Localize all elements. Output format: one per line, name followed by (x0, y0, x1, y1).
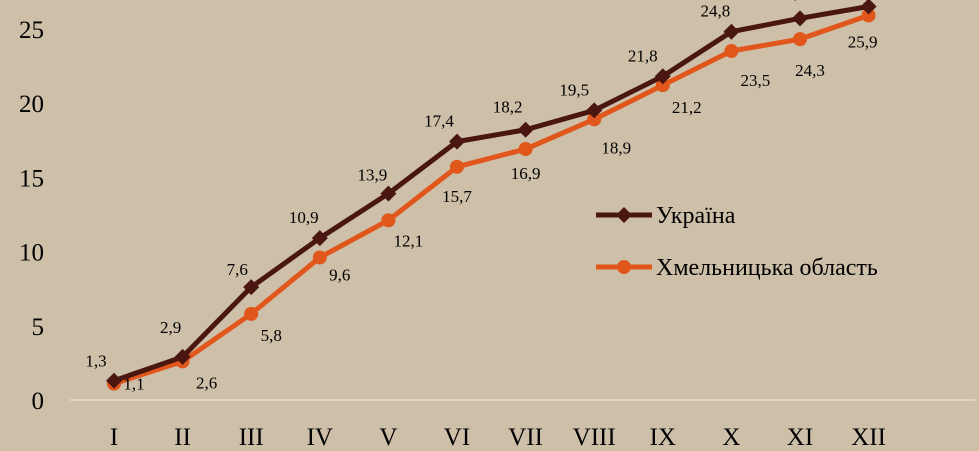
x-tick-label: XI (787, 424, 813, 451)
x-tick-label: II (174, 424, 191, 451)
data-label: 19,5 (559, 80, 589, 99)
data-label: 24,8 (701, 2, 731, 21)
y-tick-label: 15 (19, 165, 44, 192)
data-point (655, 78, 670, 93)
data-label: 25,7 (777, 0, 807, 2)
data-label: 21,2 (672, 98, 702, 117)
x-tick-label: V (379, 424, 397, 451)
data-point (792, 10, 808, 27)
data-label: 2,6 (196, 373, 217, 392)
y-tick-label: 25 (19, 17, 44, 44)
data-label: 12,1 (394, 231, 424, 250)
data-point (587, 112, 602, 127)
x-tick-label: VII (508, 424, 543, 451)
data-point (723, 23, 740, 40)
legend-label: Україна (656, 203, 736, 229)
data-point (586, 102, 603, 119)
data-point (616, 207, 632, 223)
data-point (311, 230, 328, 247)
y-tick-label: 20 (19, 91, 44, 118)
data-point (861, 8, 876, 23)
legend: Україна Хмельницька область (596, 203, 878, 281)
data-point (617, 260, 631, 274)
x-tick-label: I (110, 424, 118, 451)
data-label: 18,9 (601, 138, 631, 157)
series-line (111, 12, 872, 387)
data-point (860, 0, 877, 15)
data-label: 10,9 (289, 208, 319, 227)
data-label: 15,7 (442, 187, 472, 206)
y-tick-label: 10 (19, 240, 44, 267)
data-point (243, 279, 260, 296)
data-point (244, 306, 259, 321)
legend-label: Хмельницька область (656, 255, 878, 281)
data-point (106, 372, 122, 389)
data-point (793, 32, 807, 47)
data-label: 1,3 (85, 352, 106, 371)
legend-item: Хмельницька область (596, 255, 878, 281)
data-label: 13,9 (358, 166, 388, 185)
data-point (654, 68, 671, 85)
y-tick-label: 5 (32, 314, 45, 341)
y-tick-label: 0 (32, 388, 45, 415)
data-point (381, 213, 396, 228)
data-label: 17,4 (424, 112, 454, 131)
data-labels: 1,3 2,9 7,6 10,9 13,9 17,4 18,2 19,5 21,8 24,8 25,… (85, 0, 877, 394)
data-label: 9,6 (329, 265, 350, 284)
data-label: 7,6 (227, 260, 248, 279)
legend-item: Україна (596, 203, 736, 229)
x-tick-label: III (239, 424, 264, 451)
x-axis: I II III IV V VI VII VIII IX X XI XII (70, 399, 975, 451)
data-label: 23,5 (741, 71, 771, 90)
data-label: 25,9 (848, 32, 878, 51)
x-tick-label: IV (307, 424, 333, 451)
data-point (449, 133, 465, 150)
data-point (518, 142, 533, 157)
data-label: 21,8 (628, 46, 658, 65)
data-point (517, 121, 534, 138)
x-tick-label: X (722, 424, 740, 451)
y-axis: 0 5 10 15 20 25 (19, 17, 44, 415)
data-point (312, 250, 327, 265)
data-label: 5,8 (261, 326, 282, 345)
data-point (724, 44, 739, 59)
series-line (111, 3, 872, 384)
data-label: 16,9 (511, 164, 541, 183)
x-tick-label: IX (650, 424, 676, 451)
x-tick-label: XII (851, 424, 886, 451)
x-tick-label: VI (444, 424, 470, 451)
data-point (174, 348, 191, 365)
x-tick-label: VIII (573, 424, 616, 451)
data-label: 18,2 (493, 98, 523, 117)
series-layer (106, 0, 877, 391)
data-point (380, 185, 397, 202)
data-point (450, 159, 464, 174)
data-label: 2,9 (160, 318, 181, 337)
data-label: 1,1 (123, 375, 144, 394)
data-label: 24,3 (795, 61, 825, 80)
